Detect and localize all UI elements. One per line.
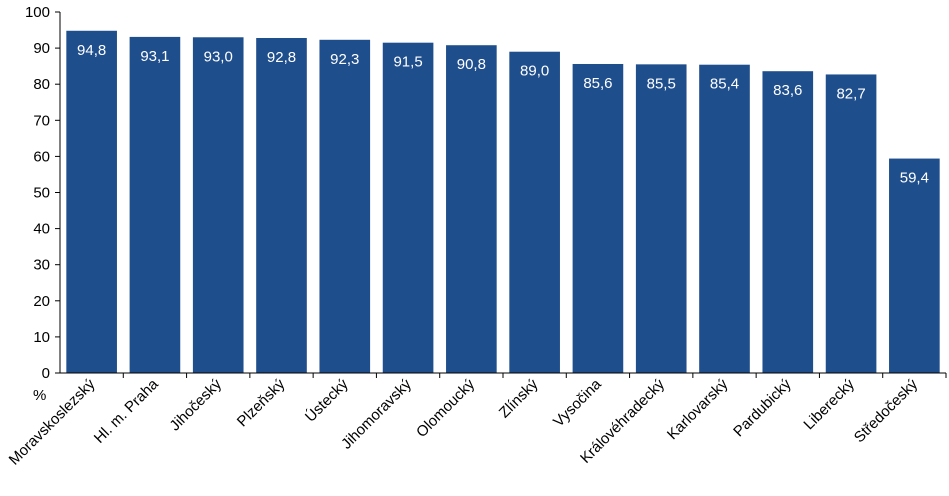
y-tick-label: 0 [42, 365, 50, 382]
y-axis-unit-label: % [33, 387, 46, 404]
y-tick-label: 20 [33, 293, 50, 310]
y-tick-label: 100 [25, 4, 50, 21]
y-tick-label: 80 [33, 76, 50, 93]
data-label: 82,7 [836, 85, 865, 102]
data-label: 93,0 [204, 48, 233, 65]
bar [129, 36, 181, 374]
y-tick-label: 40 [33, 221, 50, 238]
y-tick-label: 90 [33, 40, 50, 57]
x-category-label: Hl. m. Praha [91, 375, 162, 446]
y-axis: 0 10 20 30 40 50 60 70 80 90 100 [25, 4, 61, 382]
x-category-label: Olomoucký [413, 375, 478, 440]
bar [319, 39, 371, 374]
bar [382, 42, 434, 374]
data-label: 85,5 [647, 75, 676, 92]
data-label: 85,6 [583, 75, 612, 92]
bar [825, 74, 877, 373]
data-label: 59,4 [900, 170, 929, 187]
y-tick-label: 60 [33, 148, 50, 165]
x-category-label: Pardubický [730, 375, 795, 440]
bar [66, 30, 117, 373]
data-label: 92,3 [330, 51, 359, 68]
x-category-label: Zlínský [496, 375, 542, 421]
x-category-label: Liberecký [800, 375, 858, 433]
bar [572, 63, 624, 373]
data-labels: 94,8 93,1 93,0 92,8 92,3 91,5 90,8 89,0 85,6 85,5… [77, 42, 929, 187]
y-tick-label: 10 [33, 329, 50, 346]
x-category-label: Karlovarský [664, 375, 732, 443]
data-label: 93,1 [140, 48, 169, 65]
data-label: 90,8 [457, 56, 486, 73]
data-label: 94,8 [77, 42, 106, 59]
bar [635, 64, 687, 373]
bar [256, 37, 307, 373]
bar [889, 158, 940, 373]
data-label: 92,8 [267, 49, 296, 66]
bars [66, 30, 940, 374]
x-category-label: Jihočeský [166, 375, 225, 434]
x-category-label: Vysočina [550, 375, 605, 430]
bar [762, 71, 814, 373]
bar [509, 51, 560, 374]
x-category-label: Plzeňský [234, 375, 289, 430]
bar [446, 45, 497, 373]
data-label: 91,5 [393, 54, 422, 71]
x-category-label: Moravskoslezský [6, 375, 99, 468]
data-label: 89,0 [520, 63, 549, 80]
x-category-label: Středočeský [851, 375, 922, 446]
bar [699, 64, 750, 374]
data-label: 85,4 [710, 76, 739, 93]
bar [192, 37, 244, 374]
y-tick-label: 30 [33, 257, 50, 274]
data-label: 83,6 [773, 82, 802, 99]
x-category-label: Ústecký [302, 375, 352, 425]
y-tick-label: 50 [33, 185, 50, 202]
y-tick-label: 70 [33, 112, 50, 129]
